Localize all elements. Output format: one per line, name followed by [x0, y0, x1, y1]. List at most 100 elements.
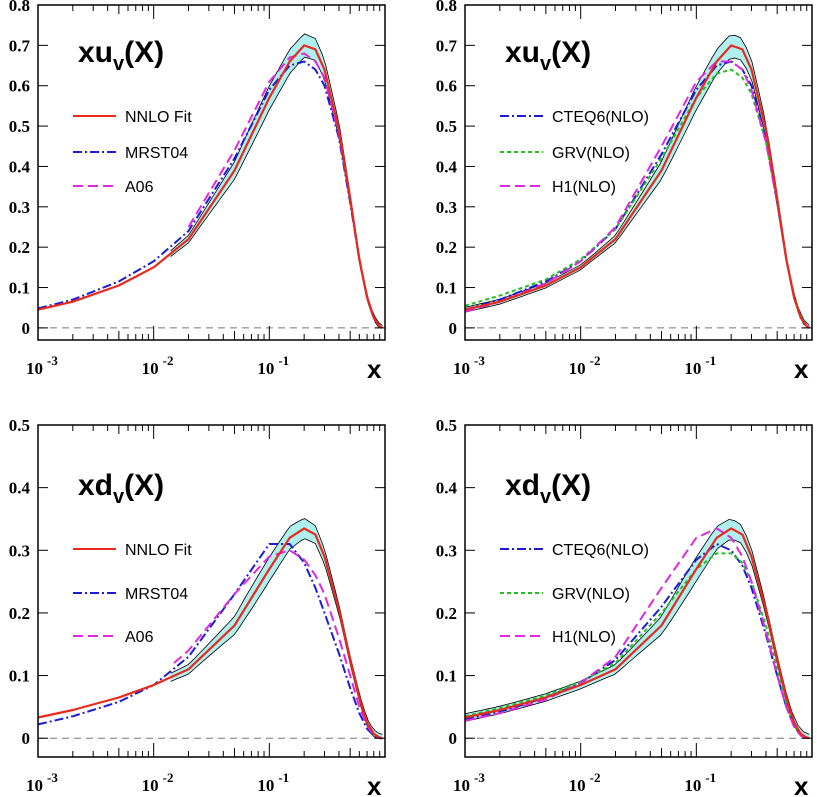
legend-label-a06: A06 — [125, 629, 154, 646]
x-tick-label: 10 -2 — [142, 353, 174, 378]
series-line-nnlo — [37, 44, 383, 329]
panel-title-main: xu — [505, 36, 540, 69]
panel-title-main: xu — [78, 36, 113, 69]
y-tick-label: 0.8 — [436, 0, 457, 15]
band-lower-edge — [170, 56, 383, 329]
y-tick-label: 0.5 — [436, 117, 457, 136]
plot-frame — [37, 4, 386, 341]
x-tick-label: 10 -2 — [569, 770, 601, 795]
y-tick-label: 0.4 — [436, 479, 458, 498]
band-upper-edge — [464, 518, 810, 735]
panel-1: 0 0.1 0.2 0.3 0.4 0.5 0.6 0.7 0.8 10 -3 10 -2 10 -1 x xu… — [9, 0, 386, 384]
x-tick-label: 10 -3 — [453, 770, 485, 795]
panel-title-arg: (X) — [124, 36, 164, 69]
x-tick-exponent: -1 — [278, 770, 289, 785]
y-tick-label: 0.7 — [9, 36, 31, 55]
x-tick-exponent: -2 — [590, 770, 601, 785]
uncertainty-band — [170, 518, 383, 739]
x-tick-label: 10 -1 — [684, 770, 716, 795]
y-tick-label: 0.2 — [436, 604, 457, 623]
plot-frame — [37, 424, 386, 758]
panel-3: 0 0.1 0.2 0.3 0.4 0.5 10 -3 10 -2 10 -1 x xdv(X) NNLO … — [9, 416, 386, 797]
y-tick-label: 0.2 — [9, 238, 30, 257]
y-tick-label: 0 — [22, 319, 31, 338]
y-tick-label: 0.6 — [9, 77, 30, 96]
y-tick-label: 0.1 — [436, 667, 457, 686]
x-tick-label: 10 -3 — [26, 770, 58, 795]
x-tick-exponent: -1 — [705, 770, 716, 785]
series-line-nnlo — [464, 527, 810, 740]
x-tick-exponent: -2 — [163, 770, 174, 785]
legend-label-mrst: MRST04 — [125, 145, 188, 162]
legend-label-nnlo: NNLO Fit — [125, 542, 192, 559]
series-line-a06 — [173, 549, 383, 740]
series-line-nnlo — [37, 527, 383, 740]
panel-2: 0 0.1 0.2 0.3 0.4 0.5 0.6 0.7 0.8 10 -3 10 -2 10 -1 x xu… — [436, 0, 813, 384]
x-tick-label: 10 -3 — [453, 353, 485, 378]
y-tick-label: 0.3 — [9, 541, 30, 560]
x-axis-label: x — [794, 354, 809, 384]
band-upper-edge — [464, 34, 810, 326]
legend-label-cteq: CTEQ6(NLO) — [552, 542, 649, 559]
legend-label-nnlo: NNLO Fit — [125, 109, 192, 126]
y-tick-label: 0.1 — [9, 667, 30, 686]
y-tick-label: 0.4 — [436, 157, 458, 176]
x-tick-label: 10 -2 — [569, 353, 601, 378]
x-axis-label: x — [367, 354, 382, 384]
x-axis-label: x — [794, 771, 809, 797]
x-tick-exponent: -3 — [47, 770, 58, 785]
y-tick-label: 0 — [22, 729, 31, 748]
panel-title-main: xd — [78, 469, 113, 502]
panel-title-main: xd — [505, 469, 540, 502]
y-tick-label: 0.5 — [436, 416, 457, 435]
plot-frame — [464, 424, 813, 758]
x-tick-label: 10 -2 — [142, 770, 174, 795]
plot-frame — [464, 4, 813, 341]
y-tick-label: 0 — [449, 319, 458, 338]
panel-4: 0 0.1 0.2 0.3 0.4 0.5 10 -3 10 -2 10 -1 x xdv(X) CTEQ6… — [436, 416, 813, 797]
panel-title: xdv(X) — [505, 469, 591, 508]
legend-label-h1: H1(NLO) — [552, 629, 616, 646]
panel-title-arg: (X) — [124, 469, 164, 502]
y-tick-label: 0.1 — [436, 279, 457, 298]
band-lower-edge — [464, 539, 810, 739]
y-tick-label: 0.3 — [9, 198, 30, 217]
series-line-nnlo — [464, 44, 810, 329]
uncertainty-band — [170, 33, 383, 328]
panel-title-sub: v — [113, 486, 125, 508]
band-lower-edge — [464, 57, 810, 329]
x-tick-exponent: -2 — [163, 353, 174, 368]
panel-title: xdv(X) — [78, 469, 164, 508]
uncertainty-band — [465, 35, 810, 328]
y-tick-label: 0.5 — [9, 416, 30, 435]
y-tick-label: 0.2 — [9, 604, 30, 623]
x-tick-label: 10 -1 — [257, 770, 289, 795]
y-tick-label: 0.7 — [436, 36, 458, 55]
x-tick-exponent: -1 — [705, 353, 716, 368]
panel-title-arg: (X) — [551, 36, 591, 69]
y-tick-label: 0.1 — [9, 279, 30, 298]
y-tick-label: 0.6 — [436, 77, 457, 96]
y-tick-label: 0.2 — [436, 238, 457, 257]
x-tick-exponent: -1 — [278, 353, 289, 368]
panel-title: xuv(X) — [78, 36, 164, 75]
x-tick-label: 10 -1 — [684, 353, 716, 378]
legend-label-mrst: MRST04 — [125, 586, 188, 603]
series-line-h1 — [464, 527, 810, 740]
panel-title-sub: v — [540, 486, 552, 508]
series-line-mrst — [37, 543, 383, 740]
series-line-grv — [464, 68, 810, 329]
panel-title-sub: v — [540, 53, 552, 75]
panel-title-sub: v — [113, 53, 125, 75]
panel-title: xuv(X) — [505, 36, 591, 75]
legend-label-h1: H1(NLO) — [552, 179, 616, 196]
panel-title-arg: (X) — [551, 469, 591, 502]
y-tick-label: 0.5 — [9, 117, 30, 136]
y-tick-label: 0.4 — [9, 479, 31, 498]
y-tick-label: 0.8 — [9, 0, 30, 15]
x-tick-exponent: -2 — [590, 353, 601, 368]
y-tick-label: 0.4 — [9, 157, 31, 176]
legend-label-grv: GRV(NLO) — [552, 145, 630, 162]
x-tick-label: 10 -1 — [257, 353, 289, 378]
